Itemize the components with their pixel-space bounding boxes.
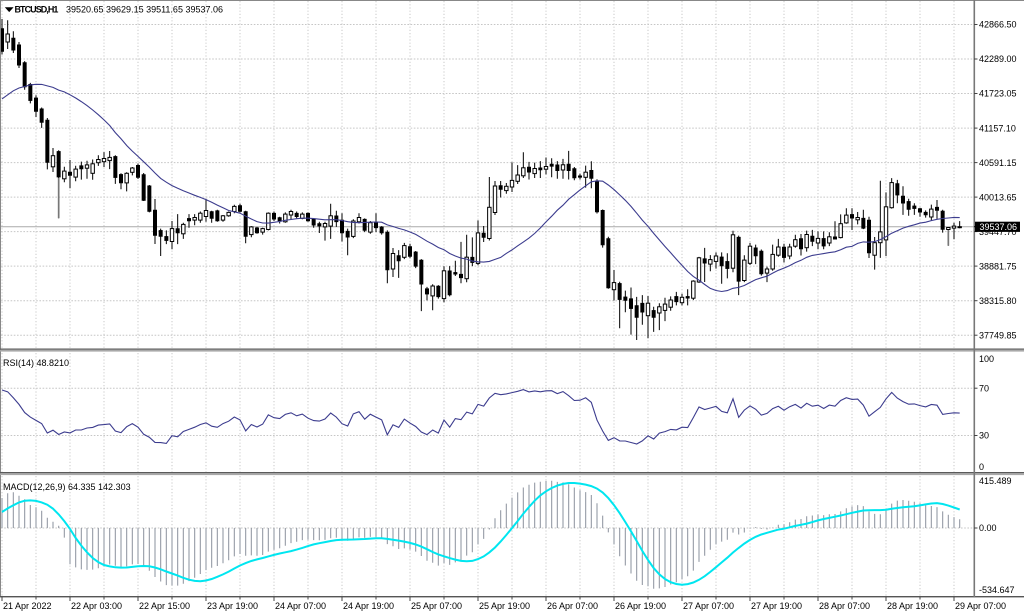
svg-text:24 Apr 19:00: 24 Apr 19:00 (343, 601, 394, 611)
svg-text:24 Apr 07:00: 24 Apr 07:00 (275, 601, 326, 611)
svg-text:25 Apr 19:00: 25 Apr 19:00 (479, 601, 530, 611)
svg-text:28 Apr 07:00: 28 Apr 07:00 (819, 601, 870, 611)
svg-text:42289.00: 42289.00 (979, 54, 1017, 64)
svg-text:25 Apr 07:00: 25 Apr 07:00 (411, 601, 462, 611)
svg-text:26 Apr 19:00: 26 Apr 19:00 (615, 601, 666, 611)
svg-text:26 Apr 07:00: 26 Apr 07:00 (547, 601, 598, 611)
svg-text:0.00: 0.00 (979, 523, 997, 533)
svg-text:27 Apr 19:00: 27 Apr 19:00 (751, 601, 802, 611)
svg-text:23 Apr 19:00: 23 Apr 19:00 (207, 601, 258, 611)
svg-text:-534.647: -534.647 (979, 585, 1015, 595)
svg-text:MACD(12,26,9) 64.335 142.303: MACD(12,26,9) 64.335 142.303 (3, 482, 131, 492)
svg-text:100: 100 (979, 354, 994, 364)
svg-text:30: 30 (979, 431, 989, 441)
svg-text:29 Apr 07:00: 29 Apr 07:00 (955, 601, 1006, 611)
svg-text:22 Apr 03:00: 22 Apr 03:00 (71, 601, 122, 611)
svg-text:415.489: 415.489 (979, 476, 1012, 486)
svg-text:40013.65: 40013.65 (979, 192, 1017, 202)
svg-text:28 Apr 19:00: 28 Apr 19:00 (887, 601, 938, 611)
svg-text:BTCUSD,H1: BTCUSD,H1 (15, 5, 59, 15)
svg-text:38315.80: 38315.80 (979, 296, 1017, 306)
svg-text:38881.75: 38881.75 (979, 261, 1017, 271)
svg-text:41723.05: 41723.05 (979, 89, 1017, 99)
svg-text:21 Apr 2022: 21 Apr 2022 (3, 601, 52, 611)
svg-text:41157.10: 41157.10 (979, 123, 1016, 133)
svg-text:39537.06: 39537.06 (980, 222, 1018, 232)
svg-text:RSI(14) 48.8210: RSI(14) 48.8210 (3, 358, 69, 368)
svg-text:39520.65 39629.15 39511.65 395: 39520.65 39629.15 39511.65 39537.06 (66, 5, 223, 15)
svg-text:70: 70 (979, 383, 989, 393)
svg-text:42866.50: 42866.50 (979, 20, 1017, 30)
svg-text:37749.85: 37749.85 (979, 330, 1017, 340)
svg-text:27 Apr 07:00: 27 Apr 07:00 (683, 601, 734, 611)
svg-text:0: 0 (979, 462, 984, 472)
svg-text:22 Apr 15:00: 22 Apr 15:00 (139, 601, 190, 611)
svg-text:40591.15: 40591.15 (979, 158, 1017, 168)
